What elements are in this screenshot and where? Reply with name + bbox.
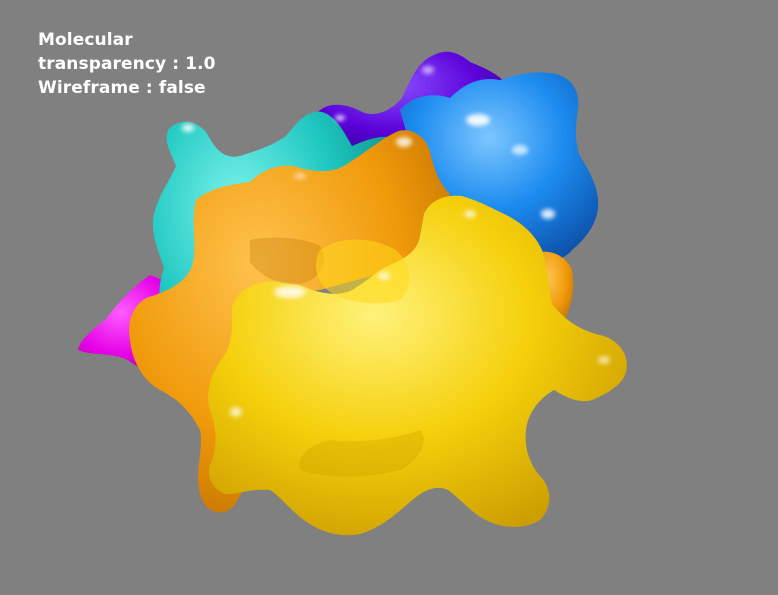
yellow-shadow [299, 430, 424, 477]
orange-domain [129, 130, 450, 513]
specular-highlights [182, 66, 610, 417]
yellow-domain [207, 195, 627, 536]
yellow-inner-lobe [315, 239, 410, 304]
orange-shadow [250, 237, 324, 285]
